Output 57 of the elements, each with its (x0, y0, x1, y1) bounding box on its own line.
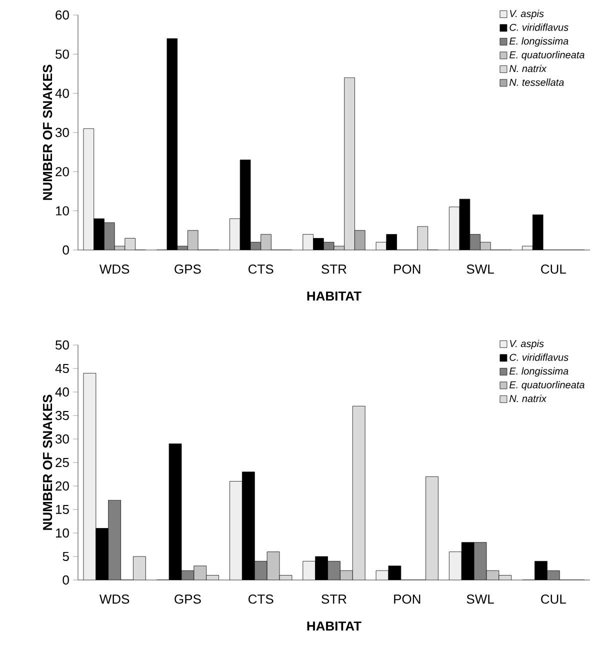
bar (230, 218, 240, 250)
y-tick-label: 0 (62, 245, 69, 255)
y-tick-label: 40 (55, 387, 69, 397)
y-tick-label: 30 (56, 434, 69, 444)
y-tick-label: 50 (56, 340, 69, 350)
y-tick-label: 45 (55, 364, 69, 374)
y-tick-label: 25 (56, 458, 69, 468)
legend-label: C. viridiflavus (510, 24, 568, 31)
y-tick-label: 50 (56, 50, 69, 59)
x-tick-label: GPS (174, 264, 201, 274)
legend-label: E. longissima (509, 367, 568, 377)
x-tick-label: GPS (174, 594, 201, 604)
y-tick-label: 0 (62, 575, 69, 585)
x-tick-label: PON (394, 264, 420, 274)
x-tick-label: WDS (99, 594, 130, 604)
legend-label: C. viridiflavus (510, 354, 568, 361)
legend-label: N. natrix (509, 64, 547, 72)
legend-label: V. aspis (510, 10, 544, 20)
y-tick-label: 40 (55, 88, 69, 98)
x-tick-label: WDS (99, 264, 130, 274)
bar (83, 128, 94, 250)
y-tick-label: 5 (62, 552, 69, 562)
x-tick-label: SWL (466, 264, 494, 274)
y-tick-label: 20 (56, 167, 69, 176)
x-tick-label: CTS (248, 594, 274, 604)
y-tick-label: 30 (56, 128, 69, 138)
legend-label: N. natrix (509, 394, 547, 402)
y-tick-label: 35 (56, 410, 69, 420)
bar (302, 561, 316, 580)
bar (449, 206, 460, 250)
bar (302, 234, 314, 250)
legend-label: E. longissima (509, 37, 568, 47)
legend-label: V. aspis (510, 340, 544, 350)
y-tick-label: 10 (56, 528, 69, 538)
y-tick-label: 20 (56, 481, 69, 491)
legend-label: E. quatuorlineata (509, 51, 584, 60)
x-axis-title: HABITAT (307, 622, 362, 631)
y-axis-title: NUMBER OF SNAKES (42, 64, 52, 200)
x-axis-title: HABITAT (307, 292, 362, 301)
y-tick-label: 15 (56, 504, 69, 514)
x-tick-label: CUL (541, 594, 566, 604)
bar (267, 552, 280, 580)
bar (260, 234, 272, 250)
bar (83, 373, 96, 580)
x-tick-label: CUL (541, 264, 566, 274)
x-tick-label: SWL (466, 594, 494, 604)
bar (449, 552, 462, 580)
x-tick-label: STR (322, 594, 346, 604)
y-tick-label: 60 (56, 10, 69, 20)
bar (230, 481, 242, 580)
x-tick-label: CTS (248, 264, 274, 274)
legend-label: N. tessellata (509, 78, 564, 86)
y-tick-label: 10 (56, 206, 69, 216)
x-tick-label: PON (394, 594, 420, 604)
y-axis-title: NUMBER OF SNAKES (42, 394, 52, 530)
x-tick-label: STR (322, 264, 346, 274)
legend-label: E. quatuorlineata (509, 381, 584, 390)
